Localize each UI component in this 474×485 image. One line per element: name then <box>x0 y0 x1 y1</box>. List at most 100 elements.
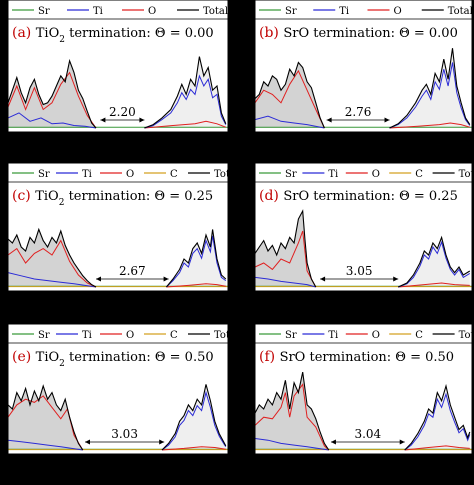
legend-label-ti: Ti <box>82 169 92 180</box>
series-ti-conduction <box>389 62 471 129</box>
series-total-conduction <box>161 384 227 451</box>
series-ti-valence <box>7 439 83 451</box>
panel-letter: (b) <box>259 25 283 41</box>
legend-label-c: C <box>170 169 178 180</box>
legend-label-o: O <box>148 6 156 17</box>
legend-label-sr: Sr <box>285 330 297 341</box>
series-ti-conduction <box>144 74 227 129</box>
panel-e: Sr Ti O C Total(e) TiO2 termination: Θ = 0.5… <box>7 323 239 455</box>
gap-arrow-head-left <box>320 276 326 282</box>
gap-arrow-head-right <box>139 117 145 123</box>
series-total-valence <box>7 384 84 451</box>
panel-frame <box>254 162 473 292</box>
gap-label: 2.67 <box>119 264 146 278</box>
series-ti-conduction <box>398 240 471 288</box>
series-total-valence <box>254 371 330 451</box>
panel-frame <box>7 323 229 455</box>
series-o-valence <box>7 71 97 129</box>
series-ti-valence <box>254 115 325 129</box>
legend-label-ti: Ti <box>93 6 103 17</box>
series-total-conduction <box>404 383 471 451</box>
series-o-conduction <box>404 445 470 451</box>
panel-termination: TiO2 termination: Θ = 0.50 <box>36 350 214 369</box>
legend-label-c: C <box>415 169 423 180</box>
valence-band-fill <box>8 60 96 128</box>
series-o-conduction <box>389 122 470 129</box>
valence-band-fill <box>8 386 83 450</box>
conduction-band-fill <box>404 386 470 450</box>
gap-arrow-head-right <box>159 439 165 445</box>
series-total-valence <box>7 58 97 129</box>
gap-arrow-head-left <box>100 117 106 123</box>
panel-termination: TiO2 termination: Θ = 0.00 <box>36 26 214 45</box>
series-total-conduction <box>165 229 227 288</box>
legend-label-sr: Sr <box>38 6 50 17</box>
gap-arrow-head-right <box>399 439 405 445</box>
series-ti-valence <box>7 112 97 129</box>
gap-label: 3.05 <box>346 264 373 278</box>
gap-label: 3.04 <box>354 427 381 441</box>
series-total-valence <box>254 61 325 129</box>
valence-band-fill <box>8 229 96 287</box>
gap-arrow-head-left <box>85 439 90 445</box>
panel-title: (a) TiO2 termination: Θ = 0.00 <box>12 25 214 45</box>
panel-title: (b) SrO termination: Θ = 0.00 <box>259 25 458 41</box>
panel-f: Sr Ti O C Total (f) SrO termination: Θ = 0.50… <box>254 323 474 455</box>
panel-letter: (f) <box>259 349 280 365</box>
legend-label-total: Total <box>203 6 228 17</box>
series-o-conduction <box>166 283 226 288</box>
gap-arrow-head-right <box>393 276 399 282</box>
panel-frame <box>254 323 473 455</box>
legend-label-o: O <box>372 330 380 341</box>
series-total-conduction <box>389 48 471 129</box>
legend-label-c: C <box>170 330 178 341</box>
legend-label-sr: Sr <box>38 330 50 341</box>
conduction-band-fill <box>398 237 470 287</box>
panel-c: Sr Ti O C Total(c) TiO2 termination: Θ = 0.2… <box>7 162 239 292</box>
series-ti-valence <box>254 438 329 451</box>
series-o-conduction <box>161 446 226 451</box>
series-o-valence <box>7 239 97 288</box>
series-total-conduction <box>397 235 471 288</box>
panel-termination: TiO2 termination: Θ = 0.25 <box>35 189 213 208</box>
series-o-conduction <box>144 120 226 129</box>
gap-arrow-head-left <box>326 117 332 123</box>
gap-label: 2.76 <box>345 105 372 119</box>
panel-termination: SrO termination: Θ = 0.50 <box>280 350 455 365</box>
legend-label-c: C <box>415 330 423 341</box>
series-total-conduction <box>144 56 227 129</box>
gap-label: 2.20 <box>109 105 136 119</box>
panel-title: (c) TiO2 termination: Θ = 0.25 <box>12 188 213 208</box>
gap-label: 3.03 <box>111 427 138 441</box>
gap-arrow-head-right <box>163 276 169 282</box>
legend-label-sr: Sr <box>285 169 297 180</box>
legend-label-ti: Ti <box>328 169 338 180</box>
panel-frame <box>254 0 473 133</box>
series-o-valence <box>254 230 317 288</box>
panel-letter: (d) <box>259 188 283 204</box>
legend-label-o: O <box>126 169 134 180</box>
panel-letter: (a) <box>12 25 36 41</box>
panel-frame <box>7 162 229 292</box>
panel-a: Sr Ti O Total (a) TiO2 termination: Θ = 0.00… <box>7 0 229 133</box>
valence-band-fill <box>255 372 329 450</box>
legend-label-ti: Ti <box>328 330 338 341</box>
legend-label-total: Total <box>214 330 239 341</box>
legend-label-total: Total <box>214 169 239 180</box>
valence-band-fill <box>255 62 325 128</box>
legend-label-sr: Sr <box>285 6 297 17</box>
legend-label-o: O <box>126 330 134 341</box>
legend-label-sr: Sr <box>38 169 50 180</box>
series-ti-conduction <box>404 392 471 451</box>
series-o-valence <box>254 69 325 129</box>
panel-title: (e) TiO2 termination: Θ = 0.50 <box>12 349 214 369</box>
series-ti-conduction <box>166 235 227 288</box>
legend-label-o: O <box>372 169 380 180</box>
legend-label-ti: Ti <box>82 330 92 341</box>
series-total-valence <box>254 209 317 288</box>
legend-label-total: Total <box>448 6 473 17</box>
series-o-conduction <box>398 282 470 288</box>
